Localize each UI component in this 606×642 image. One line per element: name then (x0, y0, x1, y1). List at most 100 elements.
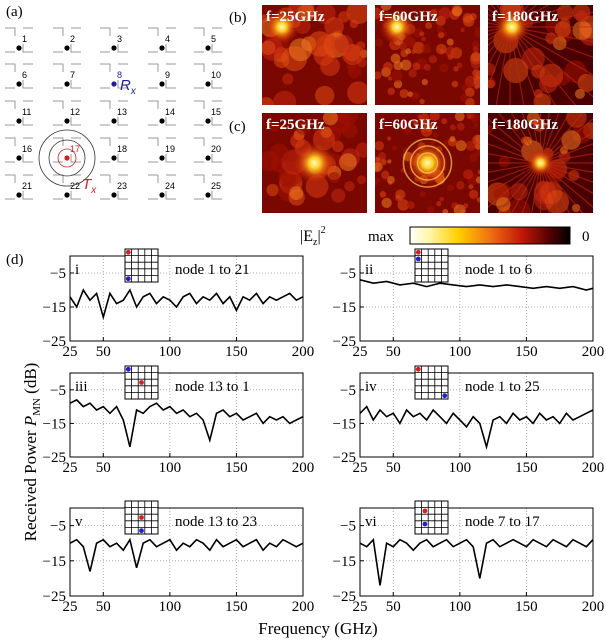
x-tick-label: 100 (159, 344, 182, 360)
field-speckle (375, 141, 385, 151)
wall-segment (148, 100, 176, 126)
grid-node: 13 (100, 100, 128, 126)
heatmaps: f=25GHz f=60GHz f=180GHz f=25GHz f=60GHz f=18… (262, 5, 593, 213)
field-streak (509, 5, 573, 28)
chart-title: node 7 to 17 (465, 514, 540, 530)
field-streak (488, 162, 541, 208)
field-speckle (379, 191, 387, 198)
heatmap-title: f=60GHz (379, 117, 438, 133)
plot-frame (359, 255, 594, 342)
field-speckle (387, 175, 395, 184)
wall-segment (148, 174, 176, 200)
field-streak (488, 13, 511, 28)
colorbar-quantity: |Ez|2 (300, 225, 326, 248)
chart-title: node 13 to 23 (175, 514, 257, 530)
field-speckle (441, 118, 448, 125)
node-number: 10 (211, 70, 221, 80)
node-number: 20 (211, 144, 221, 154)
field-speckle (391, 145, 398, 151)
inset-grid (124, 248, 159, 283)
field-streak (488, 7, 511, 28)
field-speckle (290, 133, 305, 149)
node-dot (16, 81, 22, 87)
field-streak (509, 26, 540, 105)
node-dot (16, 192, 22, 198)
x-tick-label: 150 (225, 344, 248, 360)
field-speckle (469, 153, 478, 162)
node-dot (64, 192, 70, 198)
field-streak (539, 162, 560, 213)
field-streak (540, 113, 584, 164)
field-speckle (436, 25, 444, 33)
colorbar: |Ez|2 max 0 (300, 225, 590, 248)
inset-tx-dot (125, 249, 131, 255)
x-tick-label: 25 (353, 460, 368, 476)
series-line (69, 288, 304, 321)
field-streak (539, 113, 550, 164)
rx-label: Rx (120, 77, 137, 97)
field-speckle (406, 202, 411, 208)
y-tick-label: −5 (50, 519, 66, 535)
node-number: 15 (211, 107, 221, 117)
field-ring (409, 145, 446, 181)
field-ring (416, 152, 439, 174)
field-streak (540, 153, 593, 164)
field-speckle (429, 9, 438, 18)
node-dot (64, 45, 70, 51)
x-tick-label: 100 (159, 460, 182, 476)
field-speckle (266, 183, 279, 197)
field-speckle (455, 140, 467, 152)
node-number: 13 (117, 107, 127, 117)
grid-node: 12 (53, 100, 81, 126)
heatmap-c-2 (375, 113, 480, 213)
grid-node: 3 (100, 27, 128, 53)
node-number: 4 (165, 34, 170, 44)
field-speckle (475, 149, 480, 157)
field-speckle (421, 78, 428, 86)
node-dot (64, 155, 70, 161)
x-tick-label: 50 (386, 344, 401, 360)
field-speckle (574, 88, 585, 99)
field-speckle (474, 143, 480, 150)
x-tick-label: 50 (96, 599, 111, 615)
node-number: 5 (211, 34, 216, 44)
y-tick-label: −25 (333, 334, 356, 350)
field-speckle (439, 63, 449, 73)
node-number: 22 (70, 181, 80, 191)
node-dot (205, 81, 211, 87)
field-streak (539, 162, 550, 213)
x-axis-label: Frequency (GHz) (258, 619, 377, 638)
field-speckle (397, 199, 410, 211)
field-speckle (357, 175, 366, 185)
field-speckle (470, 51, 480, 62)
wall-segment (5, 100, 33, 126)
field-streak (509, 5, 524, 28)
wall-segment (5, 27, 33, 53)
field-speckle (447, 184, 455, 192)
y-axis-label: Received Power PMN (dB) (21, 363, 43, 542)
field-streak (510, 113, 542, 164)
node-dot (205, 155, 211, 161)
grid-node: 14 (148, 100, 176, 126)
y-tick-label: −15 (333, 554, 356, 570)
field-streak (490, 5, 511, 28)
field-ring (402, 138, 453, 188)
field-speckle (454, 113, 465, 122)
node-number: 24 (165, 181, 175, 191)
grid-node: 5 (194, 27, 222, 53)
inset-tx-dot (139, 380, 144, 385)
node-number: 18 (117, 144, 127, 154)
field-streak (521, 113, 542, 164)
y-tick-label: −25 (43, 334, 66, 350)
field-speckle (380, 5, 392, 11)
heatmap-b-3 (488, 5, 593, 105)
wall-segment (100, 63, 128, 89)
x-tick-label: 50 (96, 344, 111, 360)
field-speckle (390, 53, 401, 64)
inset-rx-dot (422, 521, 428, 527)
node-number: 25 (211, 181, 221, 191)
field-speckle (456, 181, 465, 190)
field-speckle (387, 76, 393, 81)
node-dot (111, 81, 117, 87)
